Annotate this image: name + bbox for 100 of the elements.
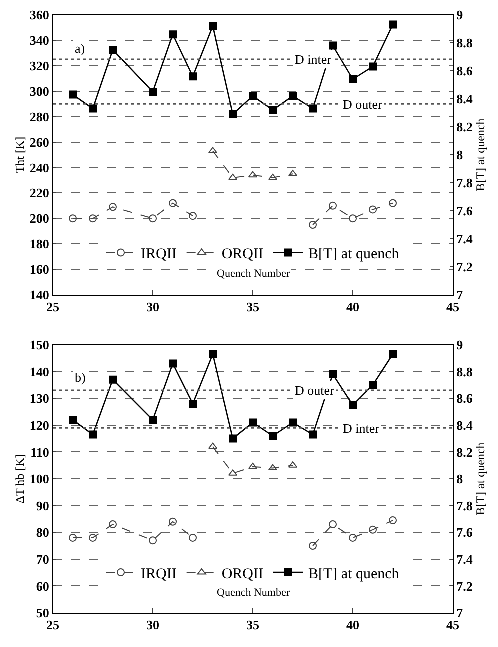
point [149,416,157,424]
point [268,174,278,180]
point [209,22,217,30]
point [349,75,357,84]
point [109,46,117,54]
y-tick-label: 130 [30,391,50,406]
ref-line-label: D inter [295,52,332,67]
point [149,88,157,96]
point [248,462,258,470]
y-tick-label: 160 [30,262,50,278]
point [289,418,297,427]
y-tick-label: 140 [30,364,50,380]
point [249,92,257,100]
point [89,104,97,113]
point [189,400,197,408]
legend-label: ORQII [222,246,264,263]
x-tick-label: 40 [346,618,360,633]
point [349,534,357,542]
point [248,171,258,178]
point [268,464,278,471]
point [69,416,77,424]
point [309,104,317,113]
y2-axis-title: B[T] at quench [473,442,488,516]
point [109,520,117,529]
y2-tick-label: 8 [456,472,464,487]
point [109,203,117,212]
point [369,206,377,214]
point [309,430,317,439]
point [228,174,238,180]
y2-axis-title: B[T] at quench [473,118,488,192]
y2-tick-label: 7.2 [456,260,473,275]
point [69,90,77,99]
y-axis-title: ΔT hb [K] [13,454,28,504]
y2-tick-label: 9 [456,8,464,23]
point [269,432,277,440]
y-tick-label: 70 [36,552,50,567]
y-tick-label: 260 [30,134,50,150]
y-tick-label: 120 [30,418,50,433]
ref-line-label: D outer [295,383,336,398]
y2-tick-label: 8.8 [456,36,474,51]
y2-tick-label: 7.2 [456,578,473,594]
point [329,370,337,378]
y-tick-label: 220 [30,186,50,201]
y-tick-label: 360 [30,8,50,23]
point [69,534,77,542]
y-tick-label: 150 [30,338,50,353]
y-tick-label: 200 [30,211,50,226]
y2-tick-label: 7.8 [456,498,474,514]
y2-tick-label: 7.4 [456,232,474,247]
point [149,536,157,545]
point [109,376,117,384]
y-tick-label: 320 [30,58,50,74]
point [89,430,97,439]
point [269,106,277,114]
y-tick-label: 100 [30,472,50,487]
legend-label: B[T] at quench [308,566,400,582]
x-tick-label: 30 [146,618,160,633]
x-axis-title: Quench Number [217,268,290,280]
y-tick-label: 140 [30,288,50,303]
y2-tick-label: 8.8 [456,364,474,380]
point [69,214,77,223]
legend-label: ORQII [222,566,264,582]
x-tick-label: 30 [146,300,160,315]
y-tick-label: 280 [30,109,50,124]
y2-tick-label: 8.6 [456,64,474,79]
point [329,520,337,529]
point [189,72,197,81]
point [349,214,357,223]
y2-tick-label: 7.6 [456,204,474,219]
point [169,199,177,208]
y2-tick-label: 7.8 [456,176,474,191]
x-tick-label: 25 [46,300,60,315]
point [169,518,177,526]
point [329,202,337,210]
y2-tick-label: 8.4 [456,92,474,107]
y-tick-label: 60 [36,578,50,594]
point [369,381,377,390]
point [309,221,317,229]
point [389,199,397,208]
point [149,214,157,223]
x-tick-label: 35 [246,300,260,315]
y2-tick-label: 8.6 [456,391,474,406]
point [329,42,337,50]
point [349,401,357,410]
y2-tick-label: 7.4 [456,552,474,567]
point [369,62,377,71]
annotation: b) [75,370,86,385]
y-tick-label: 80 [36,525,50,540]
legend-label: IRQII [141,566,177,582]
y-tick-label: 240 [30,160,50,176]
x-tick-label: 25 [46,618,60,633]
x-tick-label: 35 [246,618,260,633]
point [169,30,177,39]
y-tick-label: 50 [36,606,50,621]
y-tick-label: 180 [30,236,50,252]
point [169,360,177,368]
point [89,214,97,223]
point [209,350,217,358]
y2-tick-label: 8.4 [456,418,474,433]
ref-line-label: D outer [343,97,384,112]
